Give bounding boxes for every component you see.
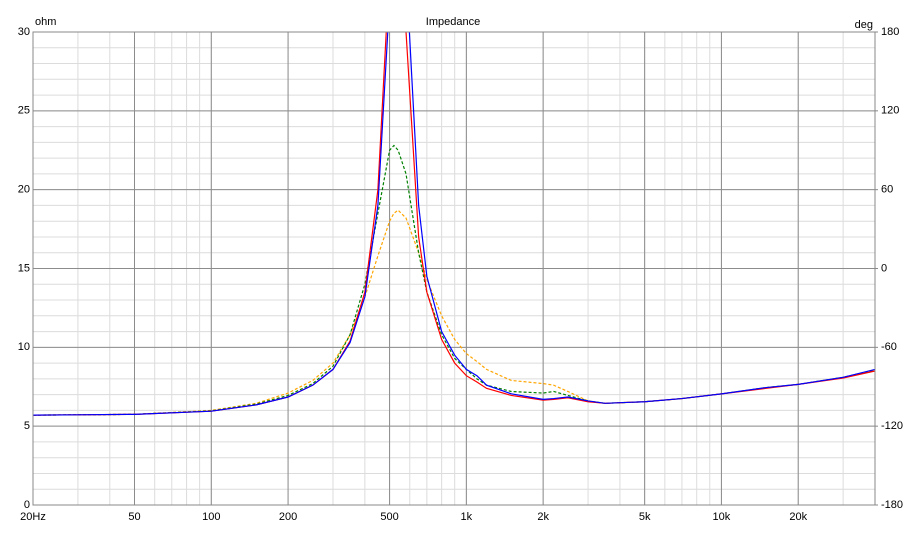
y2-tick-label: 180	[881, 26, 899, 38]
x-tick-label: 50	[128, 511, 140, 523]
x-tick-label: 10k	[713, 511, 731, 523]
series-line	[33, 32, 875, 416]
x-tick-label: 2k	[537, 511, 549, 523]
y-tick-label: 10	[18, 341, 30, 353]
plot-area	[33, 32, 875, 416]
chart-title: Impedance	[426, 16, 480, 28]
x-tick-label: 20Hz	[20, 511, 46, 523]
x-tick-label: 100	[202, 511, 220, 523]
y-axis-label: ohm	[35, 16, 56, 28]
y-tick-label: 20	[18, 184, 30, 196]
y-tick-label: 25	[18, 105, 30, 117]
y2-tick-label: 120	[881, 105, 899, 117]
x-tick-label: 200	[279, 511, 297, 523]
y-tick-label: 5	[24, 420, 30, 432]
y-tick-label: 30	[18, 26, 30, 38]
y2-tick-label: 60	[881, 184, 893, 196]
x-tick-label: 1k	[461, 511, 473, 523]
y-tick-label: 0	[24, 499, 30, 511]
y2-tick-label: -120	[881, 420, 903, 432]
y2-tick-label: -60	[881, 341, 897, 353]
x-tick-label: 500	[380, 511, 398, 523]
y2-axis-label: deg	[855, 19, 873, 31]
y-tick-label: 15	[18, 262, 30, 274]
x-tick-label: 5k	[639, 511, 651, 523]
y2-tick-label: -180	[881, 499, 903, 511]
y2-tick-label: 0	[881, 262, 887, 274]
x-tick-label: 20k	[789, 511, 807, 523]
